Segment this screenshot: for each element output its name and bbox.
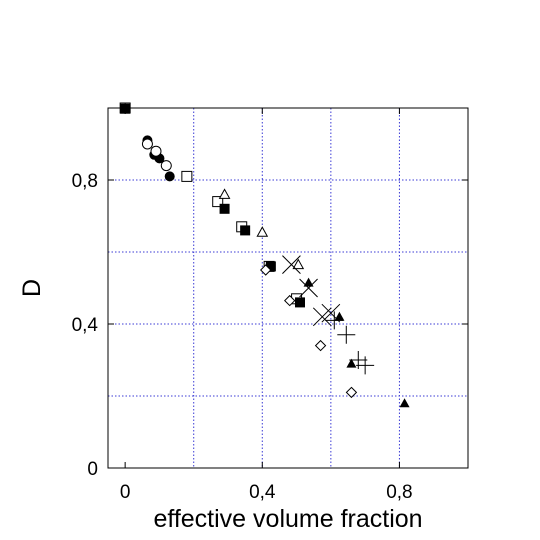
point-filled-square: [265, 261, 276, 272]
point-filled-triangle: [334, 311, 345, 321]
point-filled-circle: [164, 171, 175, 182]
point-open-triangle: [218, 188, 231, 199]
point-open-diamond: [314, 339, 327, 352]
y-tick-label: 0,4: [72, 315, 99, 336]
point-filled-square: [295, 297, 305, 308]
point-open-triangle: [256, 226, 269, 237]
y-tick-label: 0: [87, 459, 98, 480]
x-tick-label: 0,4: [249, 482, 276, 503]
point-open-circle: [160, 160, 172, 172]
point-plus: [356, 356, 375, 375]
point-open-square: [212, 196, 224, 208]
point-open-triangle: [292, 258, 305, 270]
points-layer: [119, 102, 410, 408]
point-cross: [282, 255, 301, 274]
point-filled-triangle: [399, 398, 410, 408]
point-open-circle: [150, 145, 162, 157]
point-plus: [325, 311, 344, 330]
point-filled-triangle: [303, 277, 314, 287]
x-axis-title: effective volume fraction: [153, 505, 422, 533]
point-open-diamond: [284, 294, 296, 307]
y-axis-title: D: [18, 279, 46, 297]
point-cross: [321, 303, 341, 323]
point-cross: [299, 278, 318, 298]
point-open-square: [181, 170, 193, 182]
x-tick-label: 0: [120, 482, 131, 503]
point-filled-triangle: [120, 103, 131, 112]
point-filled-square: [240, 225, 251, 236]
point-plus: [337, 325, 356, 344]
point-open-diamond: [345, 386, 358, 399]
plot-frame: [107, 107, 469, 469]
ticks-layer: 0 0,4 0,8 0 0,4 0,8: [72, 108, 468, 503]
point-open-circle: [141, 138, 153, 150]
point-filled-triangle: [346, 358, 357, 368]
point-open-diamond: [260, 264, 272, 276]
point-filled-square: [219, 203, 230, 214]
point-plus: [349, 351, 368, 369]
x-tick-label: 0,8: [386, 482, 412, 503]
y-tick-label: 0,8: [72, 171, 98, 192]
